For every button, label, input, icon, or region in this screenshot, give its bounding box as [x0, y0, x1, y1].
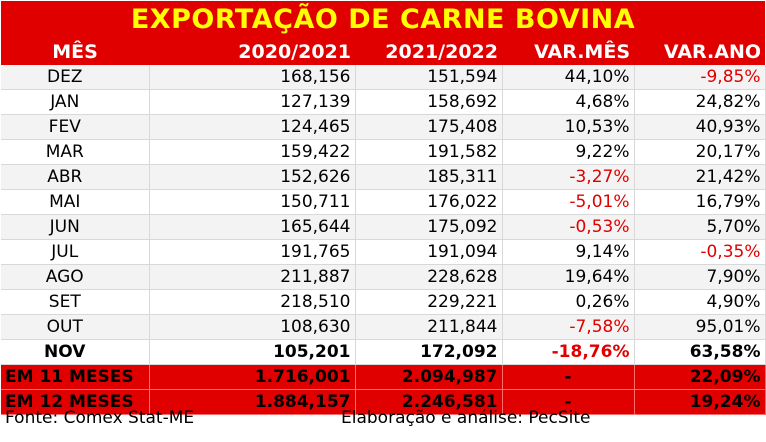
month-cell: EM 12 MESES	[1, 389, 150, 415]
month-cell: JAN	[1, 89, 150, 115]
month-cell: ABR	[1, 164, 150, 190]
table-row: ABR 152,626 185,311 -3,27% 21,42%	[1, 164, 766, 190]
var-mes-cell: -	[502, 389, 635, 415]
var-ano-cell: 16,79%	[634, 189, 766, 215]
value-2020-2021-cell: 124,465	[149, 114, 356, 140]
month-cell: DEZ	[1, 65, 150, 90]
summary-row: EM 12 MESES 1.884,157 2.246,581-19,24%	[1, 389, 766, 415]
value-2021-2022-cell: 2.246,581	[355, 389, 503, 415]
month-cell: FEV	[1, 114, 150, 140]
month-cell: EM 11 MESES	[1, 364, 150, 390]
var-mes-cell: 19,64%	[502, 264, 635, 290]
var-ano-cell: 40,93%	[634, 114, 766, 140]
value-2021-2022-cell: 175,408	[355, 114, 503, 140]
value-2021-2022-cell: 176,022	[355, 189, 503, 215]
header-var-ano: VAR.ANO	[634, 39, 765, 65]
table-title: EXPORTAÇÃO DE CARNE BOVINA	[1, 1, 765, 39]
table-row: FEV 124,465 175,408 10,53% 40,93%	[1, 114, 766, 140]
table-row: MAR 159,422 191,582 9,22% 20,17%	[1, 139, 766, 165]
value-2020-2021-cell: 165,644	[149, 214, 356, 240]
table-row: JUL 191,765 191,094 9,14% -0,35%	[1, 239, 766, 265]
value-2021-2022-cell: 185,311	[355, 164, 503, 190]
value-2021-2022-cell: 211,844	[355, 314, 503, 340]
var-mes-cell: 0,26%	[502, 289, 635, 315]
var-ano-cell: 21,42%	[634, 164, 766, 190]
value-2020-2021-cell: 108,630	[149, 314, 356, 340]
value-2020-2021-cell: 168,156	[149, 65, 356, 90]
author-note: Elaboração e análise: PecSite	[341, 408, 591, 428]
var-ano-cell: 22,09%	[634, 364, 766, 390]
table-row: JAN 127,139 158,692 4,68% 24,82%	[1, 89, 766, 115]
var-mes-cell: -	[502, 364, 635, 390]
month-cell: AGO	[1, 264, 150, 290]
var-mes-cell: 10,53%	[502, 114, 635, 140]
table-row: SET 218,510 229,221 0,26% 4,90%	[1, 289, 766, 315]
month-cell: JUL	[1, 239, 150, 265]
value-2021-2022-cell: 175,092	[355, 214, 503, 240]
header-2020-2021: 2020/2021	[149, 39, 355, 65]
value-2020-2021-cell: 218,510	[149, 289, 356, 315]
var-ano-cell: 20,17%	[634, 139, 766, 165]
header-mes: MÊS	[1, 39, 149, 65]
value-2020-2021-cell: 1.716,001	[149, 364, 356, 390]
header-2021-2022: 2021/2022	[355, 39, 502, 65]
month-cell: NOV	[1, 339, 150, 365]
summary-row: EM 11 MESES 1.716,001 2.094,987-22,09%	[1, 364, 766, 390]
month-cell: SET	[1, 289, 150, 315]
value-2020-2021-cell: 127,139	[149, 89, 356, 115]
value-2021-2022-cell: 228,628	[355, 264, 503, 290]
value-2021-2022-cell: 191,582	[355, 139, 503, 165]
table-row: MAI 150,711 176,022 -5,01% 16,79%	[1, 189, 766, 215]
var-ano-cell: 5,70%	[634, 214, 766, 240]
table-row: AGO 211,887 228,628 19,64% 7,90%	[1, 264, 766, 290]
var-ano-cell: 95,01%	[634, 314, 766, 340]
var-ano-cell: -9,85%	[634, 65, 766, 90]
table-row: NOV 105,201 172,092 -18,76% 63,58%	[1, 339, 766, 365]
var-mes-cell: 4,68%	[502, 89, 635, 115]
value-2021-2022-cell: 229,221	[355, 289, 503, 315]
var-mes-cell: -0,53%	[502, 214, 635, 240]
value-2020-2021-cell: 191,765	[149, 239, 356, 265]
value-2020-2021-cell: 152,626	[149, 164, 356, 190]
header-var-mes: VAR.MÊS	[502, 39, 634, 65]
var-mes-cell: -7,58%	[502, 314, 635, 340]
value-2020-2021-cell: 159,422	[149, 139, 356, 165]
value-2021-2022-cell: 158,692	[355, 89, 503, 115]
var-mes-cell: 44,10%	[502, 65, 635, 90]
value-2021-2022-cell: 172,092	[355, 339, 503, 365]
value-2020-2021-cell: 211,887	[149, 264, 356, 290]
month-cell: MAI	[1, 189, 150, 215]
var-ano-cell: -0,35%	[634, 239, 766, 265]
header-row: MÊS 2020/2021 2021/2022 VAR.MÊS VAR.ANO	[1, 39, 765, 65]
table-row: JUN 165,644 175,092 -0,53% 5,70%	[1, 214, 766, 240]
var-ano-cell: 7,90%	[634, 264, 766, 290]
value-2020-2021-cell: 105,201	[149, 339, 356, 365]
var-mes-cell: -5,01%	[502, 189, 635, 215]
value-2020-2021-cell: 150,711	[149, 189, 356, 215]
month-cell: JUN	[1, 214, 150, 240]
var-ano-cell: 63,58%	[634, 339, 766, 365]
value-2020-2021-cell: 1.884,157	[149, 389, 356, 415]
var-mes-cell: -18,76%	[502, 339, 635, 365]
var-ano-cell: 19,24%	[634, 389, 766, 415]
month-cell: OUT	[1, 314, 150, 340]
var-mes-cell: -3,27%	[502, 164, 635, 190]
table-row: OUT 108,630 211,844 -7,58% 95,01%	[1, 314, 766, 340]
value-2021-2022-cell: 191,094	[355, 239, 503, 265]
value-2021-2022-cell: 2.094,987	[355, 364, 503, 390]
var-ano-cell: 4,90%	[634, 289, 766, 315]
table-row: DEZ 168,156 151,594 44,10% -9,85%	[1, 65, 766, 90]
value-2021-2022-cell: 151,594	[355, 65, 503, 90]
export-table: MÊS 2020/2021 2021/2022 VAR.MÊS VAR.ANO …	[1, 39, 766, 415]
var-mes-cell: 9,22%	[502, 139, 635, 165]
var-mes-cell: 9,14%	[502, 239, 635, 265]
source-note: Fonte: Comex Stat-ME	[5, 408, 195, 428]
month-cell: MAR	[1, 139, 150, 165]
var-ano-cell: 24,82%	[634, 89, 766, 115]
